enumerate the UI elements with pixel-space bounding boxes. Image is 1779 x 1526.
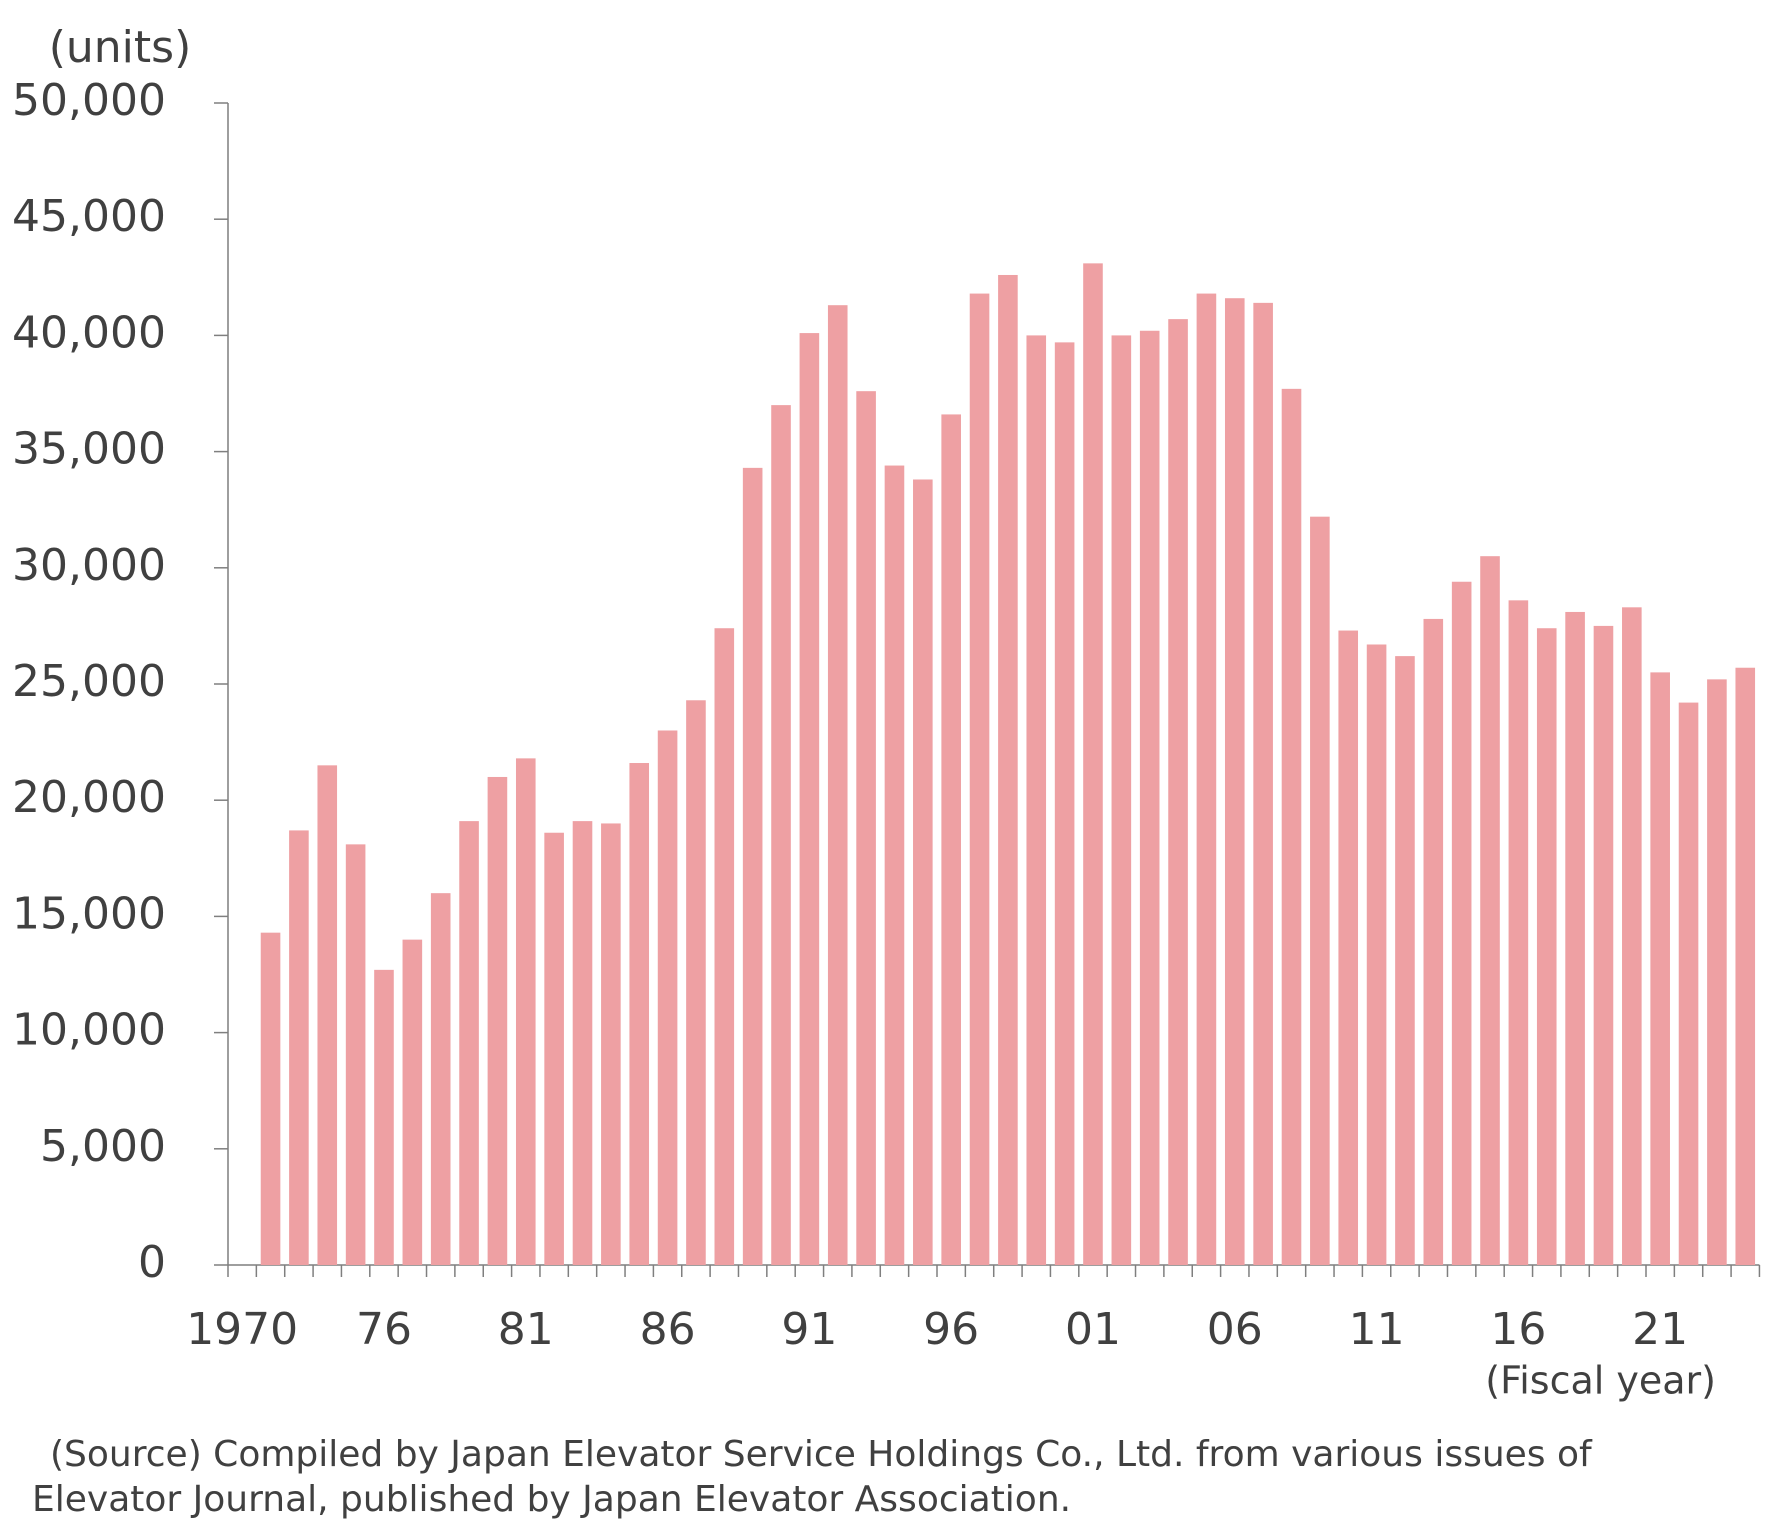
bar <box>260 932 281 1265</box>
bar <box>856 391 876 1265</box>
source-line: (Source) Compiled by Japan Elevator Serv… <box>50 1434 1593 1475</box>
bar <box>1593 625 1614 1265</box>
y-tick-label: 15,000 <box>12 888 166 939</box>
bar <box>1196 293 1217 1265</box>
bar <box>941 414 961 1265</box>
bar <box>1707 679 1727 1265</box>
bar <box>317 765 338 1265</box>
bar <box>1338 630 1359 1265</box>
bar <box>544 832 564 1265</box>
bar <box>459 821 479 1265</box>
bar <box>430 893 451 1265</box>
y-tick-label: 40,000 <box>12 307 166 358</box>
bar <box>884 465 905 1265</box>
x-tick-label: 1970 <box>186 1304 298 1355</box>
bar <box>601 823 621 1265</box>
y-tick-label: 25,000 <box>12 656 166 707</box>
bar <box>1083 263 1103 1266</box>
x-tick-label: 96 <box>923 1304 979 1355</box>
x-tick-label: 16 <box>1490 1304 1546 1355</box>
bar <box>402 939 423 1265</box>
source-line: Elevator Journal, published by Japan Ele… <box>32 1479 1071 1520</box>
bar <box>1281 388 1302 1265</box>
y-tick-label: 45,000 <box>12 191 166 242</box>
x-tick-label: 06 <box>1207 1304 1263 1355</box>
y-tick-label: 20,000 <box>12 772 166 823</box>
bar <box>1622 607 1642 1265</box>
bar <box>657 730 678 1265</box>
x-tick-label: 91 <box>781 1304 837 1355</box>
bar <box>969 293 990 1265</box>
bar <box>998 274 1018 1265</box>
bar <box>1395 656 1415 1265</box>
bar <box>686 700 706 1265</box>
y-tick-label: 50,000 <box>12 75 166 126</box>
bar <box>1054 342 1075 1265</box>
bar <box>572 821 593 1265</box>
bar <box>1480 556 1500 1265</box>
bar <box>1451 581 1472 1265</box>
bar <box>1310 516 1330 1265</box>
bar <box>742 467 763 1265</box>
bar <box>345 844 366 1265</box>
bar <box>515 758 536 1265</box>
x-tick-label: 86 <box>640 1304 696 1355</box>
bar <box>714 628 735 1265</box>
y-tick-label: 0 <box>138 1237 166 1288</box>
bar <box>1735 667 1756 1265</box>
bar <box>374 969 394 1265</box>
bar <box>1111 335 1132 1265</box>
y-unit-label: (units) <box>49 22 192 73</box>
bar <box>799 333 820 1265</box>
x-tick-label: 81 <box>498 1304 554 1355</box>
x-tick-label: 01 <box>1065 1304 1121 1355</box>
bar <box>1224 298 1245 1265</box>
bar <box>1536 628 1557 1265</box>
bar <box>913 479 933 1265</box>
bar <box>1678 702 1699 1265</box>
y-tick-label: 10,000 <box>12 1005 166 1056</box>
bar <box>1650 672 1670 1265</box>
bar <box>289 830 309 1265</box>
bar <box>1026 335 1047 1265</box>
bar <box>1139 330 1160 1265</box>
bar <box>1565 611 1585 1265</box>
bar <box>827 305 848 1265</box>
bar <box>1508 600 1529 1265</box>
y-tick-label: 30,000 <box>12 540 166 591</box>
y-tick-label: 5,000 <box>40 1121 166 1172</box>
y-tick-label: 35,000 <box>12 424 166 475</box>
bar <box>1423 618 1444 1265</box>
bar <box>629 763 650 1265</box>
x-unit-label: (Fiscal year) <box>1485 1359 1716 1403</box>
x-tick-label: 11 <box>1349 1304 1405 1355</box>
bar <box>1168 319 1188 1266</box>
x-tick-label: 21 <box>1632 1304 1688 1355</box>
x-tick-label: 76 <box>356 1304 412 1355</box>
bar <box>1366 644 1387 1265</box>
bar <box>1253 302 1273 1265</box>
bar <box>771 405 791 1265</box>
bar <box>487 776 508 1265</box>
